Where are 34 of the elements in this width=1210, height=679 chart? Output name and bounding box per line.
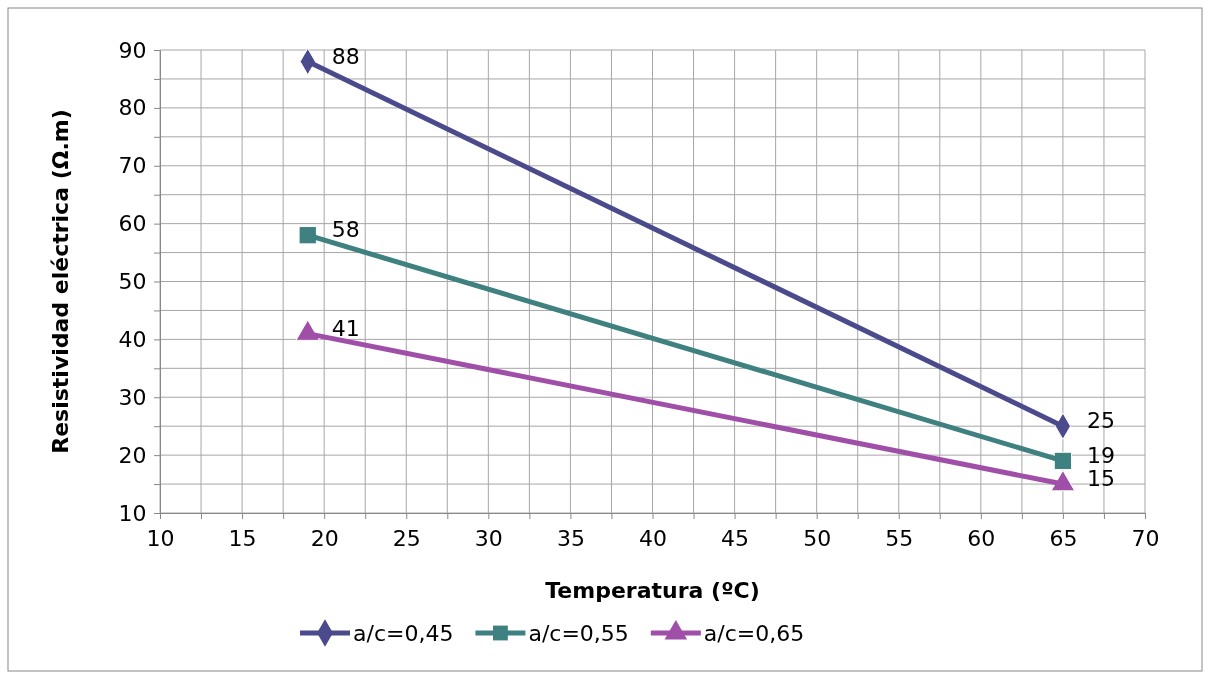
point (298, 226, 317, 245)
x-tick-label: 55 (885, 526, 914, 552)
y-tick-label: 90 (118, 37, 147, 63)
x-tick-label: 35 (556, 526, 585, 552)
x-tick-label: 15 (228, 526, 257, 552)
x-tick-label: 40 (639, 526, 667, 552)
y-tick-label: 80 (118, 95, 147, 121)
x-axis-title: Temperatura (ºC) (545, 578, 760, 603)
legend-label: a/c=0,45 (353, 621, 454, 646)
data-label: 58 (331, 217, 360, 243)
x-tick-label: 20 (310, 526, 339, 552)
x-tick-label: 10 (146, 526, 175, 552)
data-label: 25 (1086, 408, 1115, 434)
y-tick-label: 40 (118, 326, 147, 352)
legend-label: a/c=0,65 (703, 621, 805, 646)
y-tick-label: 70 (118, 153, 147, 179)
x-tick-label: 25 (392, 526, 421, 552)
data-label: 88 (331, 43, 360, 69)
data-label: 41 (331, 315, 360, 341)
y-tick-label: 50 (118, 269, 147, 295)
y-tick-label: 60 (118, 211, 147, 237)
x-tick-label: 70 (1131, 526, 1160, 552)
data-label: 15 (1086, 466, 1115, 492)
x-tick-label: 50 (803, 526, 832, 552)
y-tick-label: 10 (118, 500, 147, 526)
y-tick-label: 20 (118, 442, 147, 468)
legend-label: a/c=0,55 (528, 621, 629, 646)
y-tick-label: 30 (118, 384, 147, 410)
x-tick-label: 65 (1049, 526, 1078, 552)
data-label: 19 (1086, 442, 1115, 468)
x-tick-label: 30 (474, 526, 503, 552)
y-axis-title: Resistividad eléctrica (Ω.m) (48, 109, 73, 454)
x-tick-label: 45 (721, 526, 750, 552)
x-tick-label: 60 (967, 526, 996, 552)
